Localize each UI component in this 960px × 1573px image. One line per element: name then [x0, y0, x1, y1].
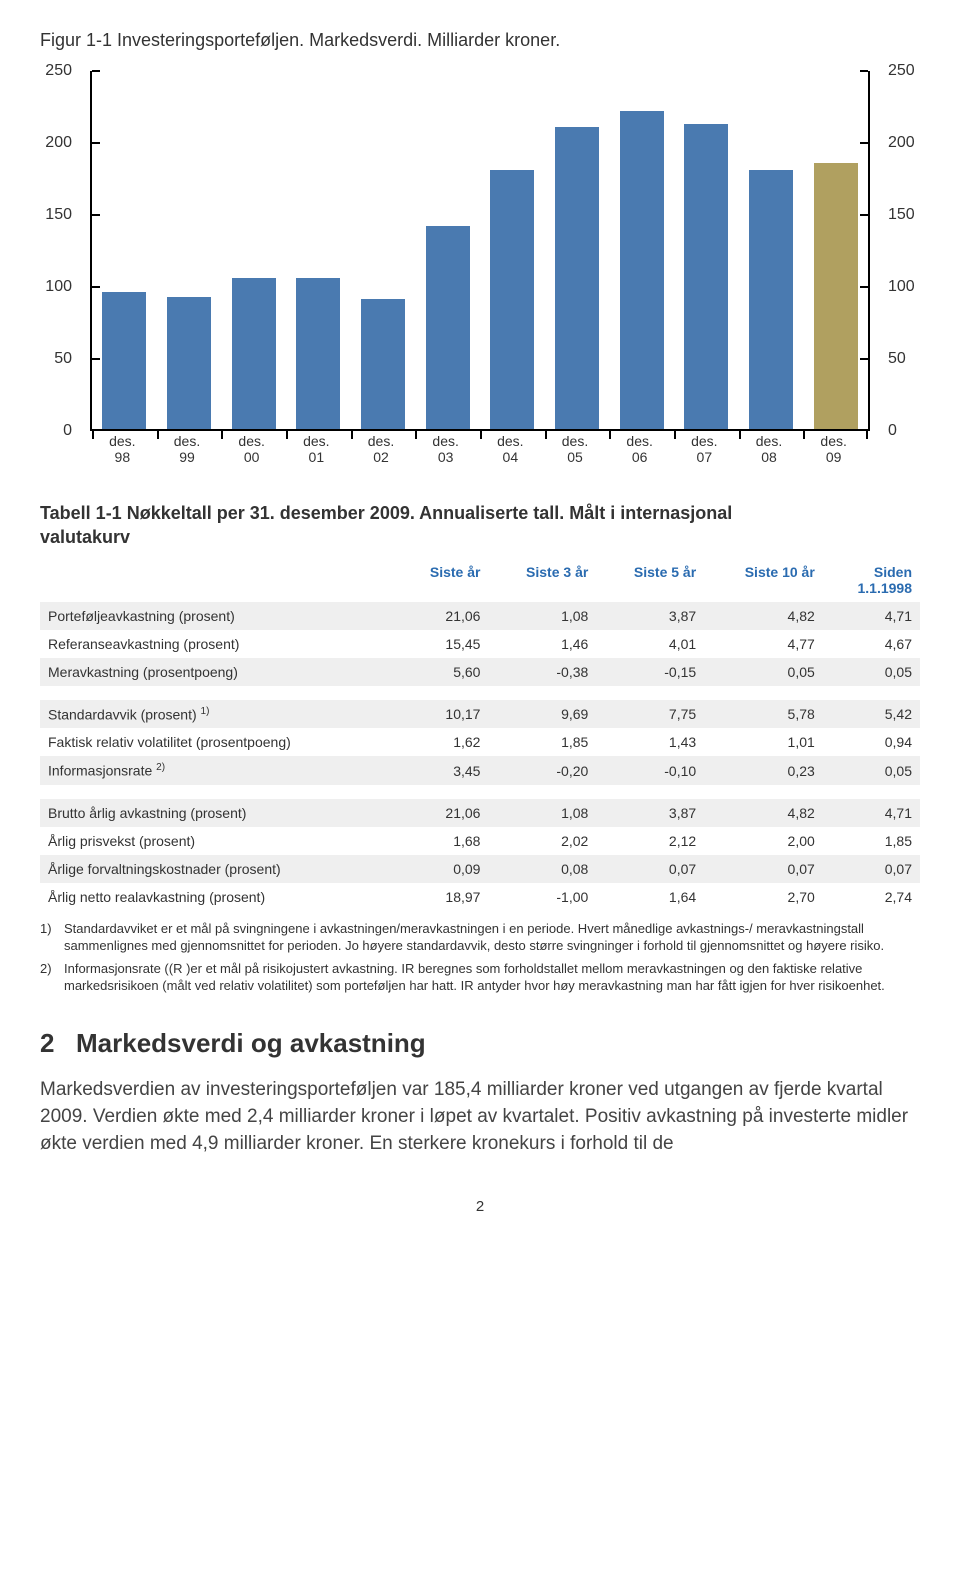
y-tick-label: 100: [888, 278, 915, 296]
x-tick-label: des.02: [349, 433, 414, 465]
chart-bar: [232, 278, 276, 429]
y-tick-label: 0: [888, 422, 897, 440]
x-tick-label: des.98: [90, 433, 155, 465]
table-header-cell: Siste 10 år: [704, 558, 823, 602]
table-row: Referanseavkastning (prosent)15,451,464,…: [40, 630, 920, 658]
key-figures-table: Siste årSiste 3 årSiste 5 årSiste 10 årS…: [40, 558, 920, 911]
table-row: Årlige forvaltningskostnader (prosent)0,…: [40, 855, 920, 883]
x-tick-label: des.03: [413, 433, 478, 465]
chart-bar: [490, 170, 534, 429]
x-tick-label: des.09: [801, 433, 866, 465]
y-tick-label: 0: [63, 422, 72, 440]
body-paragraph: Markedsverdien av investeringsportefølje…: [40, 1077, 920, 1158]
x-tick-label: des.07: [672, 433, 737, 465]
chart-bar: [167, 297, 211, 429]
table-row: Meravkastning (prosentpoeng)5,60-0,38-0,…: [40, 658, 920, 686]
table-row: Standardavvik (prosent) 1)10,179,697,755…: [40, 700, 920, 729]
chart-bar: [426, 226, 470, 429]
figure-title: Figur 1-1 Investeringsporteføljen. Marke…: [40, 30, 920, 51]
table-row: Årlig netto realavkastning (prosent)18,9…: [40, 883, 920, 911]
x-tick-label: des.06: [607, 433, 672, 465]
table-header-cell: Siste år: [397, 558, 489, 602]
chart-bar: [620, 111, 664, 429]
page-number: 2: [40, 1198, 920, 1215]
chart-bar: [749, 170, 793, 429]
y-tick-label: 50: [54, 350, 72, 368]
table-header-cell: [40, 558, 397, 602]
table-caption: Tabell 1-1 Nøkkeltall per 31. desember 2…: [40, 501, 920, 550]
x-tick-label: des.01: [284, 433, 349, 465]
chart-bar: [555, 127, 599, 429]
y-tick-label: 150: [45, 206, 72, 224]
table-row: Brutto årlig avkastning (prosent)21,061,…: [40, 799, 920, 827]
y-tick-label: 50: [888, 350, 906, 368]
bar-chart: 050100150200250 050100150200250 des.98de…: [40, 71, 920, 491]
y-tick-label: 250: [45, 62, 72, 80]
table-row: Faktisk relativ volatilitet (prosentpoen…: [40, 728, 920, 756]
chart-bar: [684, 124, 728, 429]
x-tick-label: des.04: [478, 433, 543, 465]
section-heading: 2Markedsverdi og avkastning: [40, 1028, 920, 1059]
y-tick-label: 150: [888, 206, 915, 224]
x-tick-label: des.99: [155, 433, 220, 465]
y-tick-label: 250: [888, 62, 915, 80]
chart-bar: [296, 278, 340, 429]
table-header-cell: Siden1.1.1998: [823, 558, 920, 602]
table-row: Årlig prisvekst (prosent)1,682,022,122,0…: [40, 827, 920, 855]
footnote: 1)Standardavviket er et mål på svingning…: [40, 921, 920, 955]
y-tick-label: 200: [45, 134, 72, 152]
table-header-cell: Siste 3 år: [488, 558, 596, 602]
chart-bar: [102, 292, 146, 429]
y-tick-label: 100: [45, 278, 72, 296]
table-row: Informasjonsrate 2)3,45-0,20-0,100,230,0…: [40, 756, 920, 785]
y-tick-label: 200: [888, 134, 915, 152]
table-header-cell: Siste 5 år: [596, 558, 704, 602]
x-tick-label: des.08: [737, 433, 802, 465]
table-row: Porteføljeavkastning (prosent)21,061,083…: [40, 602, 920, 630]
x-tick-label: des.05: [543, 433, 608, 465]
x-tick-label: des.00: [219, 433, 284, 465]
footnote: 2)Informasjonsrate ((R )er et mål på ris…: [40, 961, 920, 995]
chart-bar: [814, 163, 858, 429]
chart-bar: [361, 299, 405, 429]
